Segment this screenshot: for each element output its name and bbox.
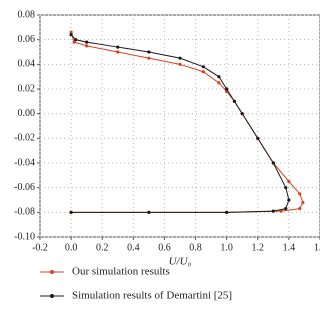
x-axis-label: U/U₀ bbox=[169, 256, 192, 268]
x-tick-label: -0.2 bbox=[32, 242, 48, 253]
data-point bbox=[284, 207, 288, 211]
x-tick-label: 1.2 bbox=[252, 242, 265, 253]
data-point bbox=[298, 207, 302, 211]
legend-marker bbox=[50, 294, 54, 298]
data-point bbox=[69, 30, 73, 34]
data-point bbox=[74, 38, 78, 42]
data-point bbox=[178, 62, 182, 66]
data-point bbox=[85, 40, 89, 44]
y-tick-label: -0.02 bbox=[14, 133, 35, 144]
data-point bbox=[284, 186, 288, 190]
data-point bbox=[69, 33, 73, 37]
data-point bbox=[225, 87, 229, 91]
data-point bbox=[225, 210, 229, 214]
x-tick-label: 0.2 bbox=[96, 242, 109, 253]
series-line bbox=[70, 34, 290, 213]
data-point bbox=[178, 56, 182, 60]
legend-marker bbox=[50, 270, 54, 274]
data-point bbox=[116, 50, 120, 54]
series-line bbox=[70, 32, 304, 213]
data-point bbox=[287, 198, 291, 202]
legend-label: Simulation results of Demartini [25] bbox=[72, 290, 232, 302]
y-tick-label: -0.10 bbox=[14, 231, 35, 242]
data-point bbox=[147, 56, 151, 60]
y-tick-label: 0.06 bbox=[18, 34, 36, 45]
data-point bbox=[147, 210, 151, 214]
data-point bbox=[217, 75, 221, 79]
data-point bbox=[279, 209, 283, 213]
y-tick-label: 0.04 bbox=[18, 59, 36, 70]
data-point bbox=[301, 200, 305, 205]
data-point bbox=[287, 179, 291, 184]
data-point bbox=[232, 99, 237, 103]
data-point bbox=[69, 210, 73, 214]
y-tick-label: -0.06 bbox=[14, 182, 35, 193]
y-tick-label: 0.00 bbox=[18, 108, 36, 119]
y-tick-label: -0.08 bbox=[14, 207, 35, 218]
data-point bbox=[298, 192, 302, 196]
x-tick-label: 0.4 bbox=[127, 242, 140, 253]
data-point bbox=[201, 65, 205, 69]
data-point bbox=[85, 44, 89, 48]
legend-label: Our simulation results bbox=[72, 266, 170, 278]
data-point bbox=[72, 40, 76, 44]
x-tick-label: 0.8 bbox=[189, 242, 202, 253]
data-point bbox=[116, 45, 120, 49]
plot-frame bbox=[39, 14, 320, 238]
y-tick-label: -0.04 bbox=[14, 157, 35, 168]
data-point bbox=[271, 209, 275, 213]
x-tick-label: 0.6 bbox=[158, 242, 171, 253]
x-tick-label: 1.6 bbox=[314, 242, 320, 253]
data-point bbox=[240, 112, 244, 116]
data-point bbox=[201, 70, 205, 74]
data-point bbox=[271, 161, 275, 165]
y-tick-label: 0.08 bbox=[18, 9, 36, 20]
x-tick-label: 1.4 bbox=[283, 242, 296, 253]
data-point bbox=[217, 81, 221, 85]
x-tick-label: 1.0 bbox=[220, 242, 233, 253]
x-tick-label: 0.0 bbox=[65, 242, 78, 253]
y-tick-label: 0.02 bbox=[18, 83, 36, 94]
data-point bbox=[256, 136, 260, 140]
data-point bbox=[147, 50, 151, 54]
